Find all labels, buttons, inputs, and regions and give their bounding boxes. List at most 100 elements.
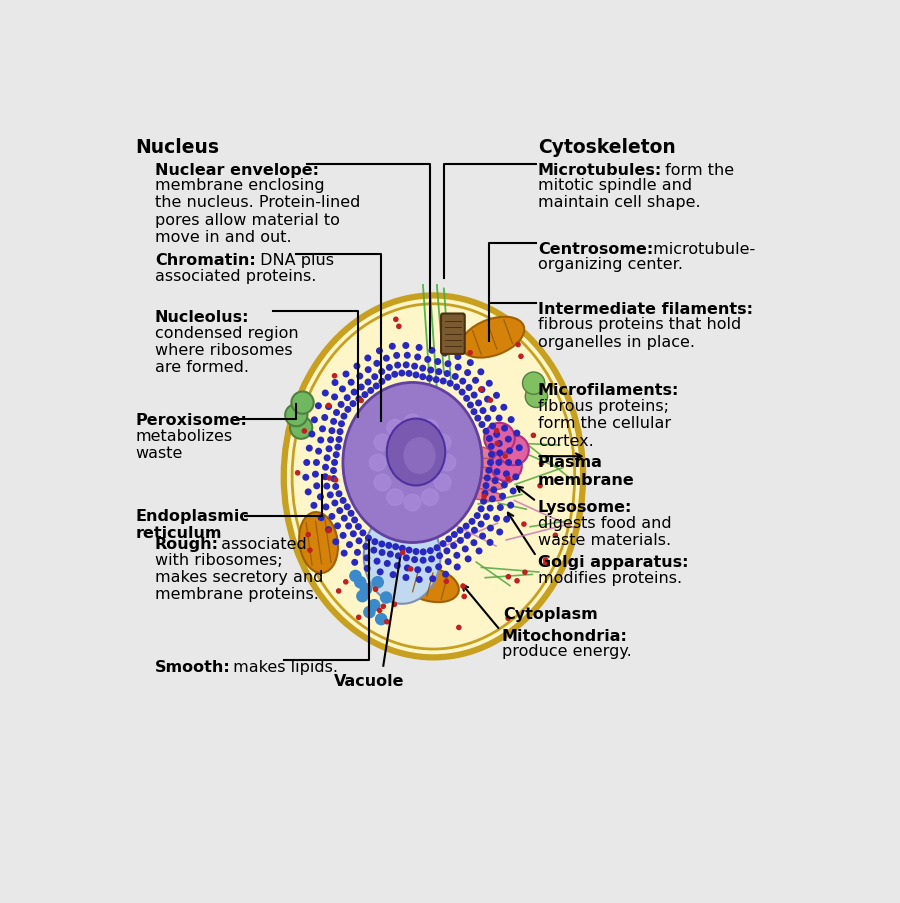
Circle shape bbox=[350, 571, 361, 582]
Circle shape bbox=[436, 564, 442, 570]
Circle shape bbox=[488, 461, 493, 466]
Circle shape bbox=[395, 363, 400, 368]
Circle shape bbox=[392, 372, 398, 377]
Circle shape bbox=[465, 556, 471, 562]
Circle shape bbox=[490, 497, 495, 502]
Text: Mitochondria:: Mitochondria: bbox=[501, 628, 627, 644]
Circle shape bbox=[435, 434, 451, 452]
Circle shape bbox=[472, 378, 478, 384]
Circle shape bbox=[356, 538, 362, 544]
Circle shape bbox=[404, 495, 421, 511]
Circle shape bbox=[474, 513, 480, 519]
Circle shape bbox=[373, 577, 383, 588]
Circle shape bbox=[464, 370, 471, 376]
Circle shape bbox=[345, 407, 351, 413]
Text: Plasma
membrane: Plasma membrane bbox=[538, 454, 634, 487]
Circle shape bbox=[487, 436, 492, 442]
Circle shape bbox=[503, 456, 517, 470]
Circle shape bbox=[507, 575, 510, 579]
Ellipse shape bbox=[454, 476, 503, 490]
Circle shape bbox=[497, 442, 502, 447]
Circle shape bbox=[506, 617, 510, 620]
Circle shape bbox=[341, 551, 347, 556]
Circle shape bbox=[333, 539, 338, 545]
Circle shape bbox=[500, 494, 505, 499]
Circle shape bbox=[334, 479, 338, 482]
Text: Centrosome:: Centrosome: bbox=[538, 242, 653, 256]
Circle shape bbox=[476, 401, 482, 406]
Circle shape bbox=[497, 529, 502, 535]
Circle shape bbox=[327, 404, 330, 408]
Ellipse shape bbox=[284, 296, 583, 657]
Ellipse shape bbox=[457, 455, 500, 469]
Circle shape bbox=[469, 519, 475, 525]
Circle shape bbox=[516, 461, 521, 466]
Circle shape bbox=[430, 576, 436, 582]
Text: makes lipids.: makes lipids. bbox=[228, 660, 338, 675]
Circle shape bbox=[316, 449, 321, 454]
Circle shape bbox=[425, 358, 430, 363]
Circle shape bbox=[522, 523, 526, 526]
Text: metabolizes
waste: metabolizes waste bbox=[136, 428, 232, 461]
Circle shape bbox=[365, 380, 371, 386]
Circle shape bbox=[324, 455, 330, 461]
Circle shape bbox=[354, 364, 360, 369]
Circle shape bbox=[519, 355, 523, 359]
Text: Peroxisome:: Peroxisome: bbox=[136, 413, 248, 428]
Circle shape bbox=[436, 554, 443, 559]
Circle shape bbox=[498, 435, 529, 466]
Circle shape bbox=[478, 369, 483, 375]
Circle shape bbox=[497, 451, 503, 456]
Circle shape bbox=[331, 419, 337, 424]
Circle shape bbox=[394, 563, 400, 569]
Circle shape bbox=[348, 380, 354, 386]
Circle shape bbox=[346, 542, 352, 548]
Circle shape bbox=[420, 558, 426, 563]
Circle shape bbox=[338, 422, 345, 427]
Circle shape bbox=[322, 474, 328, 480]
Circle shape bbox=[295, 471, 300, 475]
Text: Nucleolus:: Nucleolus: bbox=[155, 310, 249, 325]
Circle shape bbox=[337, 508, 343, 514]
Circle shape bbox=[459, 390, 465, 396]
Circle shape bbox=[403, 363, 409, 368]
Circle shape bbox=[383, 356, 389, 361]
Circle shape bbox=[400, 551, 405, 555]
Circle shape bbox=[390, 344, 395, 349]
Circle shape bbox=[329, 428, 335, 434]
Circle shape bbox=[356, 396, 362, 402]
Circle shape bbox=[343, 372, 349, 377]
Circle shape bbox=[400, 546, 405, 552]
Circle shape bbox=[314, 461, 319, 466]
Ellipse shape bbox=[453, 487, 504, 501]
Circle shape bbox=[352, 517, 357, 523]
Circle shape bbox=[369, 454, 386, 471]
Circle shape bbox=[490, 424, 495, 429]
Text: associated proteins.: associated proteins. bbox=[155, 268, 316, 284]
Circle shape bbox=[330, 469, 337, 474]
Circle shape bbox=[391, 573, 396, 578]
Circle shape bbox=[435, 475, 451, 491]
Circle shape bbox=[442, 351, 447, 357]
Circle shape bbox=[363, 544, 369, 550]
Circle shape bbox=[480, 534, 485, 539]
Circle shape bbox=[318, 495, 323, 500]
Text: Vacuole: Vacuole bbox=[334, 673, 405, 688]
Circle shape bbox=[498, 505, 503, 511]
Circle shape bbox=[494, 393, 500, 398]
Circle shape bbox=[413, 549, 418, 554]
Circle shape bbox=[445, 371, 450, 377]
Ellipse shape bbox=[455, 465, 501, 479]
Circle shape bbox=[345, 396, 350, 401]
Circle shape bbox=[457, 626, 461, 629]
Circle shape bbox=[468, 403, 473, 408]
Circle shape bbox=[483, 429, 489, 434]
Circle shape bbox=[435, 359, 440, 365]
Circle shape bbox=[513, 474, 518, 480]
Circle shape bbox=[463, 546, 468, 552]
Circle shape bbox=[523, 571, 527, 574]
Circle shape bbox=[496, 461, 501, 466]
Text: Nuclear envelope:: Nuclear envelope: bbox=[155, 163, 319, 178]
Circle shape bbox=[319, 516, 324, 521]
Text: fibrous proteins;
form the cellular
cortex.: fibrous proteins; form the cellular cort… bbox=[538, 398, 670, 448]
